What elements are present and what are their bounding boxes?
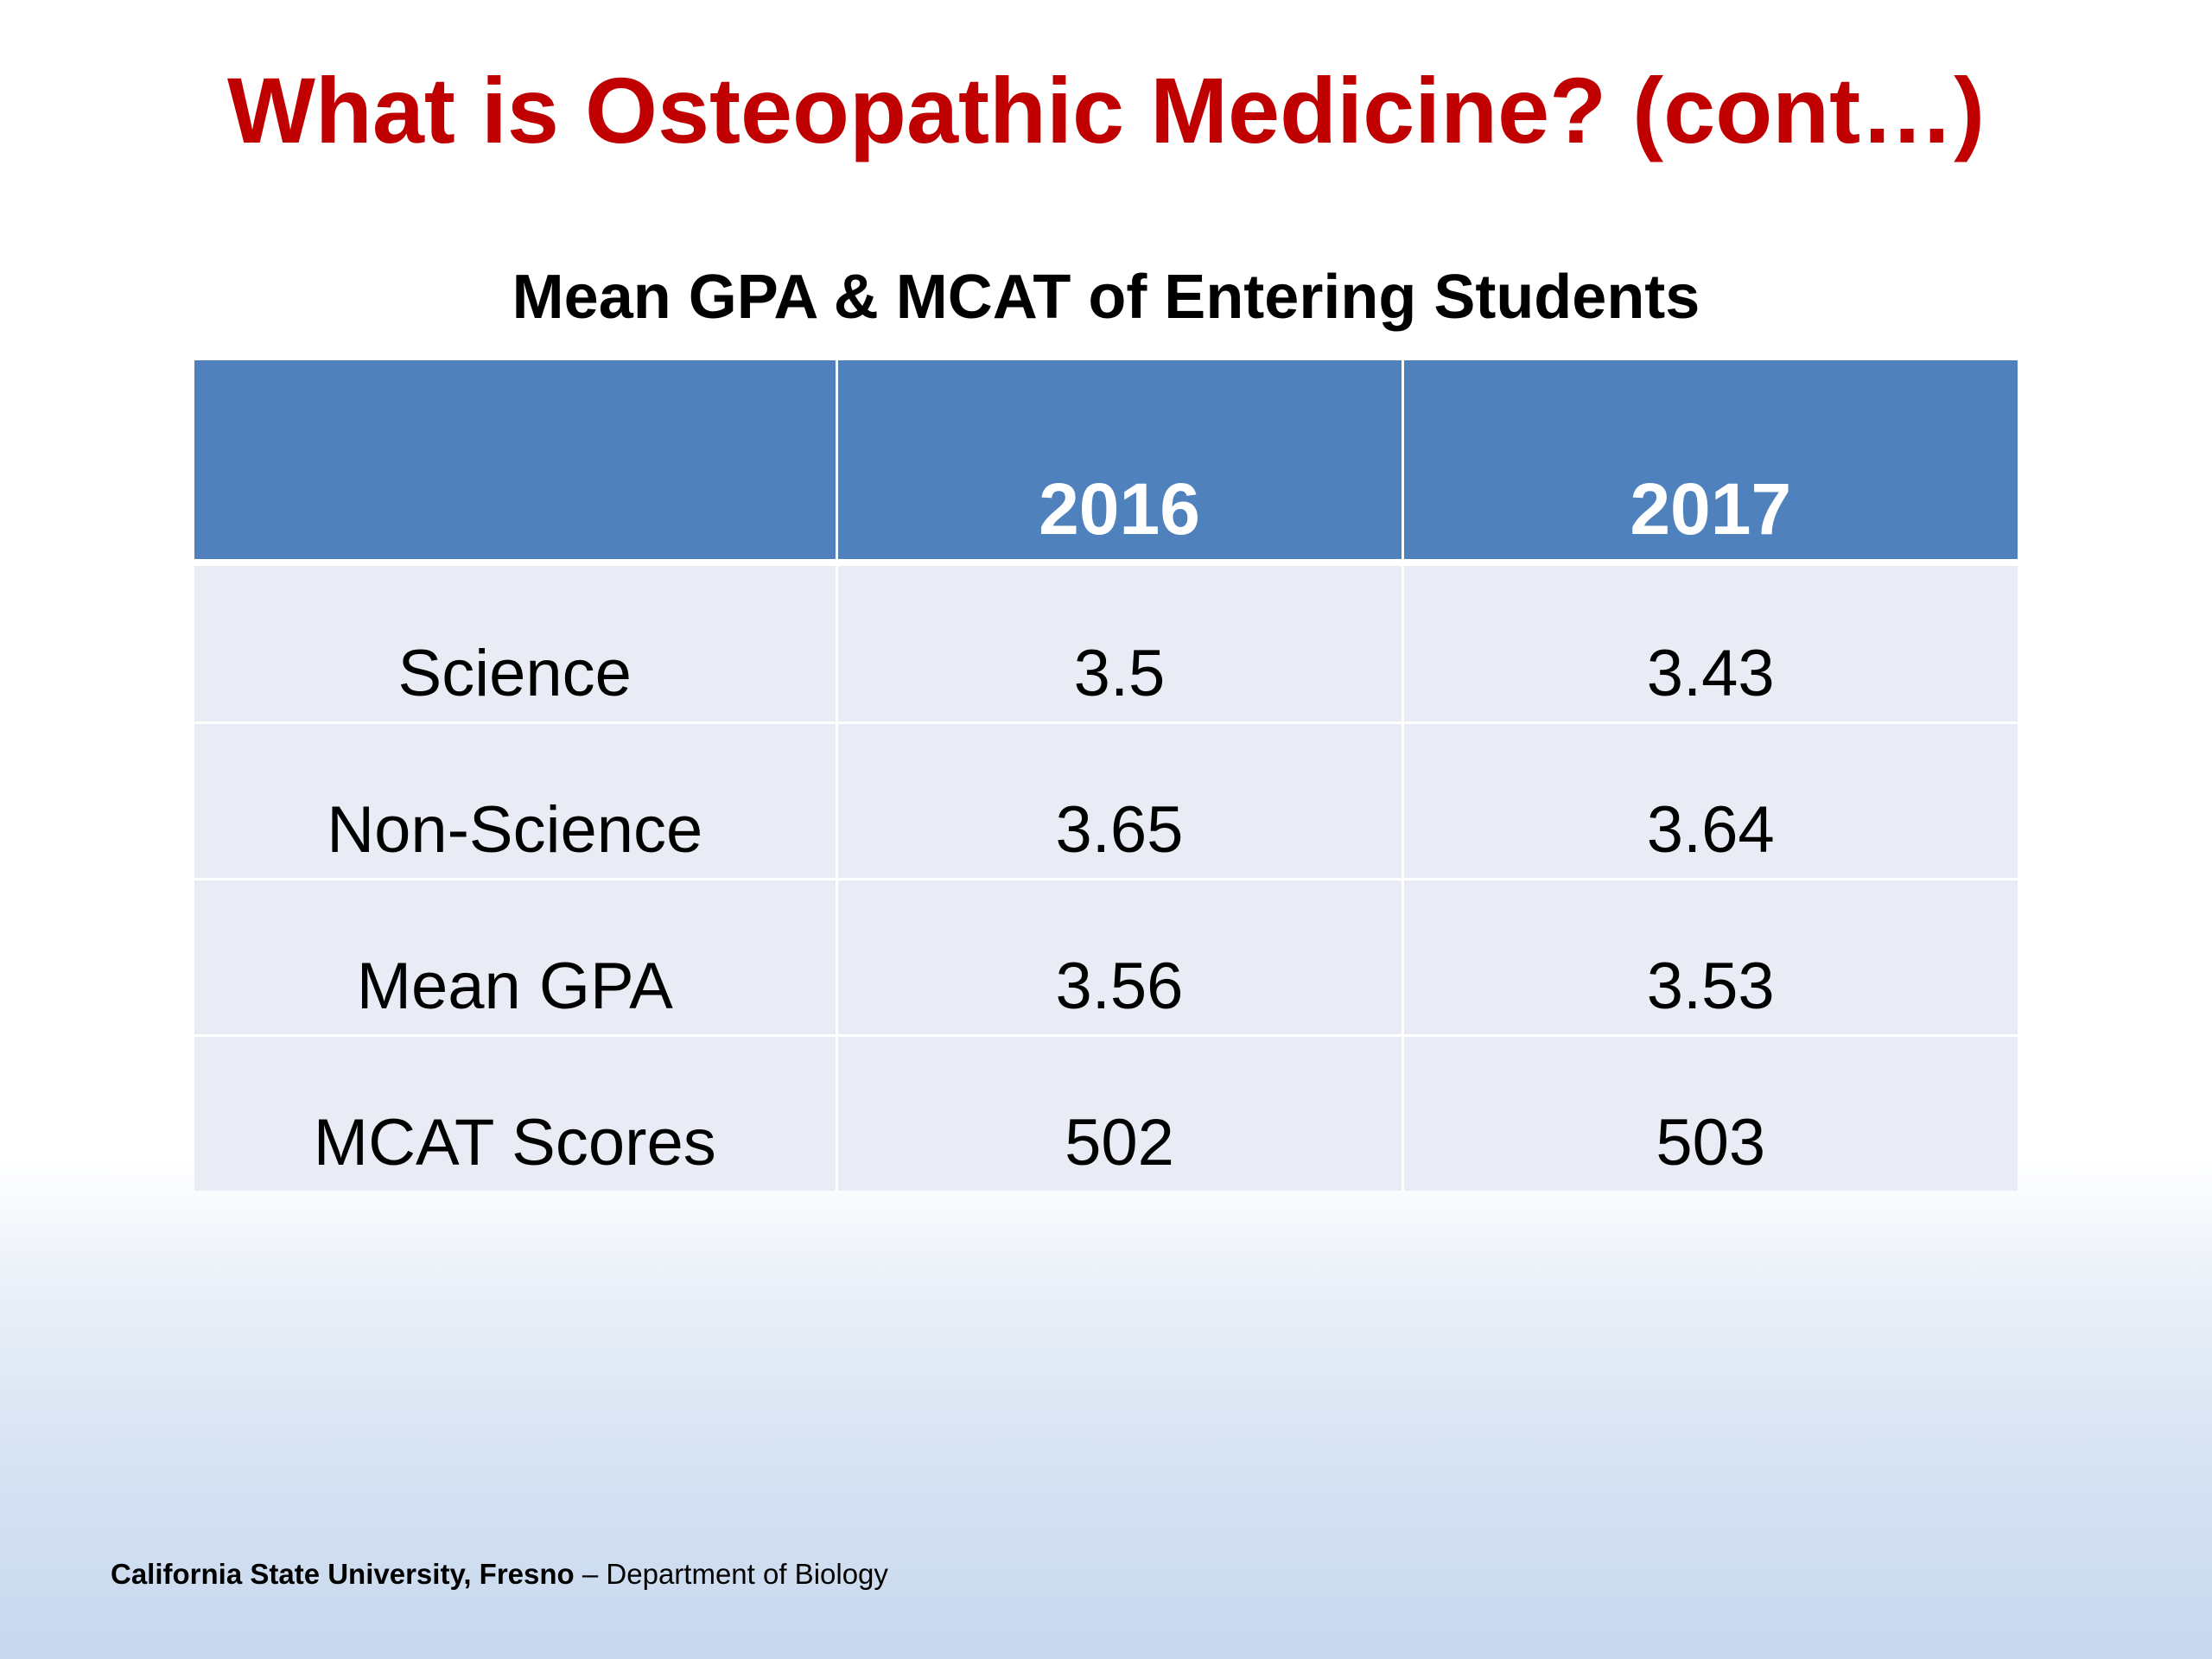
data-table: 2016 2017 Science 3.5 3.43 Non-Science 3… (194, 360, 2018, 1191)
table-cell: 3.65 (836, 721, 1404, 880)
table-cell: 502 (836, 1034, 1404, 1191)
table-row: Science 3.5 3.43 (194, 563, 2018, 723)
header-cell-2017: 2017 (1402, 360, 2018, 566)
table-row: Non-Science 3.65 3.64 (194, 721, 2018, 880)
table-cell: 3.53 (1402, 878, 2018, 1036)
table-cell: 3.64 (1402, 721, 2018, 880)
table-row: MCAT Scores 502 503 (194, 1034, 2018, 1191)
footer-separator: – (574, 1558, 607, 1590)
table-row: Mean GPA 3.56 3.53 (194, 878, 2018, 1036)
table-cell: 503 (1402, 1034, 2018, 1191)
row-label-science: Science (194, 563, 838, 723)
header-cell-empty (194, 360, 838, 566)
footer-department: Department of Biology (606, 1558, 888, 1590)
table-caption: Mean GPA & MCAT of Entering Students (512, 263, 1700, 332)
row-label-non-science: Non-Science (194, 721, 838, 880)
table-cell: 3.5 (836, 563, 1404, 723)
slide-title: What is Osteopathic Medicine? (cont…) (226, 58, 1986, 162)
footer-institution: California State University, Fresno (111, 1558, 575, 1590)
slide-footer: California State University, Fresno – De… (111, 1555, 888, 1593)
row-label-mcat-scores: MCAT Scores (194, 1034, 838, 1191)
table-cell: 3.43 (1402, 563, 2018, 723)
table-cell: 3.56 (836, 878, 1404, 1036)
row-label-mean-gpa: Mean GPA (194, 878, 838, 1036)
table-header-row: 2016 2017 (194, 360, 2018, 566)
header-cell-2016: 2016 (836, 360, 1404, 566)
